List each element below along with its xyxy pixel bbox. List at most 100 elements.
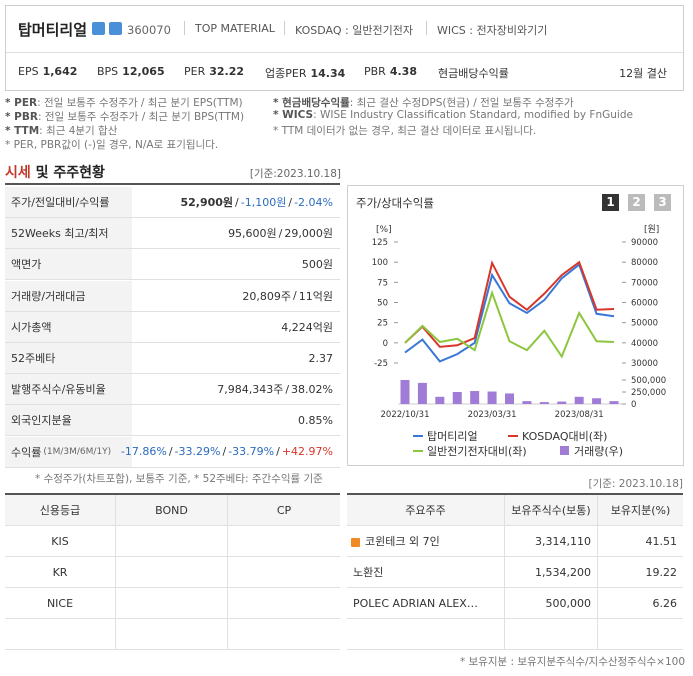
legend-swatch xyxy=(560,446,569,455)
y-tick-label: 125 xyxy=(372,238,388,248)
metric-value: 14.34 xyxy=(310,67,346,80)
y2-tick-label: 90000 xyxy=(631,238,658,248)
table-cell: NICE xyxy=(5,588,116,619)
y-tick-label: 0 xyxy=(383,339,388,349)
table-cell: 3,314,110 xyxy=(505,526,598,557)
quote-value-part: -33.79% xyxy=(228,445,275,459)
table-cell xyxy=(116,557,228,588)
quote-label-text: 52주베타 xyxy=(11,352,56,365)
volume-bar xyxy=(505,393,514,404)
volume-bar xyxy=(400,380,410,404)
quote-value-part: -1,100원 xyxy=(240,196,287,209)
x-tick-label: 2023/03/31 xyxy=(468,410,517,420)
quote-value: -17.86% / -33.29% / -33.79% / +42.97% xyxy=(121,437,340,468)
y-tick-label: 25 xyxy=(377,319,388,329)
note-line: * PER: 전일 보통주 수정주가 / 최근 분기 EPS(TTM) xyxy=(5,95,243,110)
volume-bar xyxy=(487,391,497,404)
quote-value: 4,224억원 xyxy=(132,312,340,343)
metric-label: PER xyxy=(184,65,206,78)
note-term: * 현금배당수익률 xyxy=(273,97,350,109)
quote-label: 52주베타 xyxy=(5,343,132,374)
quote-value: 52,900원 / -1,100원 / -2.04% xyxy=(132,187,340,218)
quote-value-part: / xyxy=(288,195,293,209)
table-cell xyxy=(228,619,340,650)
quote-value-part: / xyxy=(293,289,297,303)
metric: PBR 4.38 xyxy=(364,65,417,78)
metric: EPS 1,642 xyxy=(18,65,77,78)
quote-value-part: 7,984,343주 xyxy=(217,383,284,397)
table-cell xyxy=(116,619,228,650)
quote-value-part: / xyxy=(276,445,280,459)
series-line xyxy=(404,289,615,359)
legend-label: 일반전기전자대비(좌) xyxy=(427,444,527,458)
table-cell: 500,000 xyxy=(505,588,598,619)
volume-tick-label: 500,000 xyxy=(631,376,666,386)
note-line: * PER, PBR값이 (-)일 경우, N/A로 표기됩니다. xyxy=(5,137,218,152)
chart-tab[interactable]: 2 xyxy=(628,194,645,211)
table-cell: 노환진 xyxy=(347,557,505,588)
note-text: * PER, PBR값이 (-)일 경우, N/A로 표기됩니다. xyxy=(5,139,219,151)
quote-label-sub: (1M/3M/6M/1Y) xyxy=(43,446,112,457)
chart-tab[interactable]: 1 xyxy=(602,194,619,211)
holders-rule xyxy=(347,493,683,495)
y-tick-label: 75 xyxy=(377,278,388,288)
header-tag: WICS : 전자장비와기기 xyxy=(437,24,548,37)
icon-company[interactable] xyxy=(109,22,122,35)
chart-title: 주가/상대수익률 xyxy=(356,196,434,210)
volume-bar xyxy=(592,398,602,404)
volume-tick-label: 250,000 xyxy=(631,388,666,398)
quote-value: 95,600원/29,000원 xyxy=(132,218,340,250)
quote-value-part: / xyxy=(222,445,227,459)
quote-label-text: 수익률 xyxy=(11,445,42,459)
quote-label-text: 52Weeks 최고/최저 xyxy=(11,227,109,241)
volume-bar xyxy=(557,401,567,404)
note-line: * PBR: 전일 보통주 수정주가 / 최근 분기 BPS(TTM) xyxy=(5,109,244,124)
note-term: * WICS xyxy=(273,109,314,121)
expand-icon[interactable] xyxy=(351,538,360,547)
table-cell: 19.22 xyxy=(598,557,683,588)
y-tick-label: 100 xyxy=(372,258,388,268)
chart-tab[interactable]: 3 xyxy=(654,194,671,211)
quote-label: 수익률 (1M/3M/6M/1Y) xyxy=(5,436,132,468)
tag-separator xyxy=(184,21,185,35)
table-cell xyxy=(347,619,505,650)
table-cell: KR xyxy=(5,557,116,588)
quote-label: 액면가 xyxy=(5,249,132,281)
volume-tick-label: 0 xyxy=(631,400,636,410)
icon-home[interactable] xyxy=(92,22,105,35)
quote-value-part: 2.37 xyxy=(308,351,334,365)
volume-bar xyxy=(609,401,619,404)
quote-value: 0.85% xyxy=(132,405,340,437)
table-cell: 코윈테크 외 7인 xyxy=(347,526,505,557)
section-title-rest: 및 주주현황 xyxy=(30,165,105,181)
section-title: 시세 및 주주현황 xyxy=(5,162,105,182)
quote-label: 52Weeks 최고/최저 xyxy=(5,218,132,250)
y-axis-label: [%] xyxy=(376,225,392,235)
quote-note: * 수정주가(차트포함), 보통주 기준, * 52주베타: 주간수익률 기준 xyxy=(35,473,323,485)
company-name: 탑머티리얼 xyxy=(18,21,88,39)
table-cell xyxy=(5,619,116,650)
right-date: [기준: 2023.10.18] xyxy=(588,478,683,490)
note-text: : 전일 보통주 수정주가 / 최근 분기 EPS(TTM) xyxy=(37,97,243,109)
table-header: 보유주식수(보통) xyxy=(505,495,598,526)
quote-label-text: 주가/전일대비/수익률 xyxy=(11,196,110,209)
legend-label: 거래량(우) xyxy=(574,445,623,458)
credit-rule xyxy=(5,493,340,495)
y2-tick-label: 80000 xyxy=(631,258,658,268)
quote-label-text: 거래량/거래대금 xyxy=(11,289,86,303)
quote-label: 외국인지분율 xyxy=(5,405,132,437)
volume-bar xyxy=(435,396,445,404)
quote-value-part: / xyxy=(168,445,173,459)
note-text: : 전일 보통주 수정주가 / 최근 분기 BPS(TTM) xyxy=(37,111,245,123)
fiscal: 12월 결산 xyxy=(619,67,667,80)
y2-tick-label: 30000 xyxy=(631,359,658,369)
volume-bar xyxy=(470,391,480,404)
metric-value: 4.38 xyxy=(389,65,417,78)
quote-label: 시가총액 xyxy=(5,311,132,343)
metric: BPS 12,065 xyxy=(97,65,165,78)
metric-value: 1,642 xyxy=(42,65,78,78)
header-tag: TOP MATERIAL xyxy=(195,22,275,35)
x-tick-label: 2022/10/31 xyxy=(381,410,430,420)
quote-value: 7,984,343주/38.02% xyxy=(132,374,340,406)
quote-value-part: / xyxy=(278,226,283,240)
